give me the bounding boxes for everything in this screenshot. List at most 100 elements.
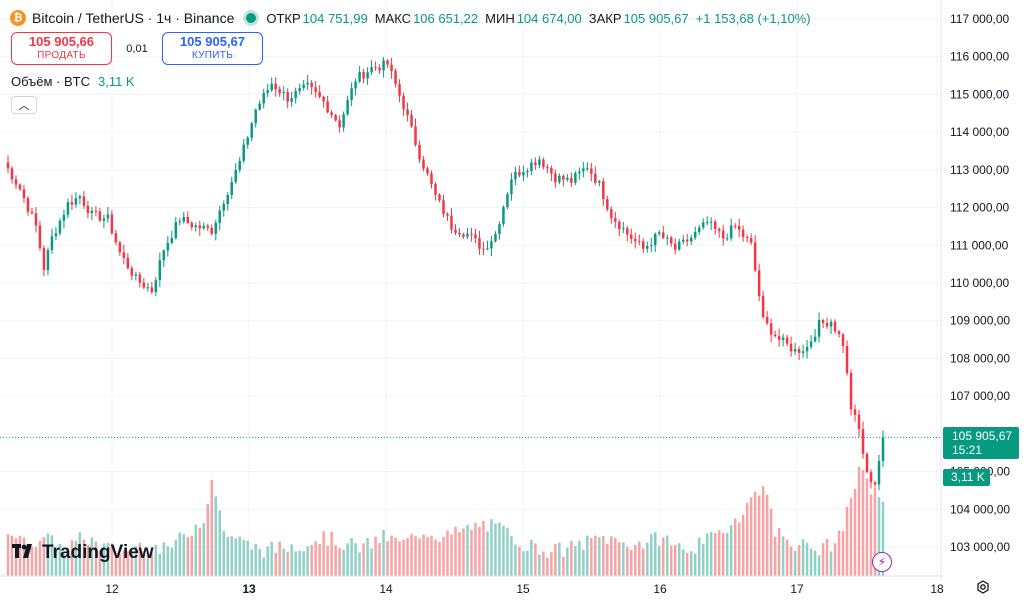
volume-bar <box>338 548 341 576</box>
candle-body <box>106 214 110 219</box>
volume-bar <box>158 553 162 576</box>
volume-bar <box>869 494 873 576</box>
candle-body <box>362 72 365 79</box>
candle-body <box>873 482 877 485</box>
candle-body <box>474 234 477 239</box>
volume-bar <box>82 539 86 576</box>
volume-legend[interactable]: Объём · BTC 3,11 K <box>11 74 135 89</box>
price-tick-label: 117 000,00 <box>950 12 1009 26</box>
candle-body <box>34 213 38 226</box>
volume-bar <box>558 542 561 576</box>
volume-bar <box>130 551 134 576</box>
candle-body <box>334 115 337 121</box>
volume-bar <box>789 546 793 576</box>
price-tick-label: 113 000,00 <box>950 163 1009 177</box>
candle-body <box>14 179 18 185</box>
sell-button[interactable]: 105 905,66 ПРОДАТЬ <box>11 32 112 65</box>
candle-body <box>646 246 649 249</box>
candle-body <box>210 227 214 234</box>
candle-body <box>650 245 653 247</box>
market-open-dot-icon <box>246 13 257 23</box>
price-tick-label: 104 000,00 <box>950 502 1010 516</box>
volume-bar <box>294 551 297 576</box>
volume-bar <box>370 548 373 576</box>
volume-bar <box>530 539 533 576</box>
candle-body <box>877 460 881 485</box>
candle-body <box>626 228 629 235</box>
volume-bar <box>326 545 329 576</box>
volume-bar <box>218 510 221 576</box>
volume-bar <box>837 530 841 576</box>
candle-body <box>246 137 249 145</box>
candle-body <box>793 349 797 352</box>
volume-bar <box>697 537 701 576</box>
volume-bar <box>857 466 861 576</box>
volume-bar <box>198 527 202 576</box>
candle-body <box>602 181 605 200</box>
candle-body <box>274 83 277 90</box>
candle-body <box>709 221 713 223</box>
candle-body <box>654 233 657 246</box>
volume-bar <box>298 550 301 576</box>
flash-icon[interactable]: ⚡ <box>872 552 892 572</box>
candle-body <box>781 337 785 340</box>
symbol-title[interactable]: Bitcoin / TetherUS · 1ч · Binance <box>32 10 235 26</box>
volume-bar <box>745 502 749 576</box>
volume-bar <box>574 545 577 576</box>
candle-body <box>358 72 361 82</box>
candle-body <box>881 437 885 461</box>
candle-body <box>262 92 265 104</box>
volume-bar <box>486 531 489 576</box>
volume-bar <box>262 557 265 576</box>
volume-bar <box>138 542 142 576</box>
volume-bar <box>534 543 537 576</box>
volume-bar <box>478 526 481 576</box>
candle-body <box>346 100 349 115</box>
volume-bar <box>102 543 106 576</box>
volume-bar <box>474 522 477 576</box>
volume-bar <box>70 540 74 576</box>
time-axis[interactable]: 12 13 14 15 16 17 18 <box>105 582 944 596</box>
candle-body <box>18 184 22 190</box>
tradingview-logo[interactable]: TradingView <box>12 542 154 564</box>
candle-body <box>266 90 269 93</box>
candle-body <box>182 217 186 222</box>
volume-bar <box>769 508 773 576</box>
candle-body <box>434 183 437 195</box>
volume-bar <box>590 538 593 576</box>
candle-body <box>462 234 465 237</box>
volume-bar <box>150 552 154 576</box>
candle-body <box>701 222 705 228</box>
candle-body <box>170 238 174 243</box>
candle-body <box>58 220 62 234</box>
buy-price: 105 905,67 <box>179 34 246 50</box>
volume-bar <box>226 536 229 576</box>
volume-bar <box>550 552 553 576</box>
volume-bar <box>626 546 629 576</box>
candle-body <box>797 349 801 353</box>
symbol-legend: ₿ Bitcoin / TetherUS · 1ч · Binance ОТКР… <box>10 8 818 28</box>
volume-bar <box>414 536 417 576</box>
volume-bar <box>214 496 217 576</box>
candle-body <box>42 248 46 271</box>
volume-bar <box>570 540 573 576</box>
collapse-legend-button[interactable]: ︿ <box>11 96 37 114</box>
candle-body <box>174 222 178 239</box>
volume-bar <box>586 535 589 576</box>
candle-body <box>733 225 737 227</box>
buy-button[interactable]: 105 905,67 КУПИТЬ <box>162 32 263 65</box>
bar-countdown: 15:21 <box>952 443 983 457</box>
candle-body <box>598 181 601 183</box>
candle-body <box>386 60 389 65</box>
volume-bar <box>817 555 821 576</box>
volume-bar <box>234 538 237 576</box>
settings-icon[interactable] <box>975 579 991 595</box>
candle-body <box>398 84 401 96</box>
volume-bar <box>26 546 30 576</box>
candle-body <box>418 144 421 160</box>
candle-body <box>286 92 289 102</box>
candle-body <box>666 237 669 239</box>
volume-bar <box>841 531 845 576</box>
candlesticks <box>6 57 885 491</box>
